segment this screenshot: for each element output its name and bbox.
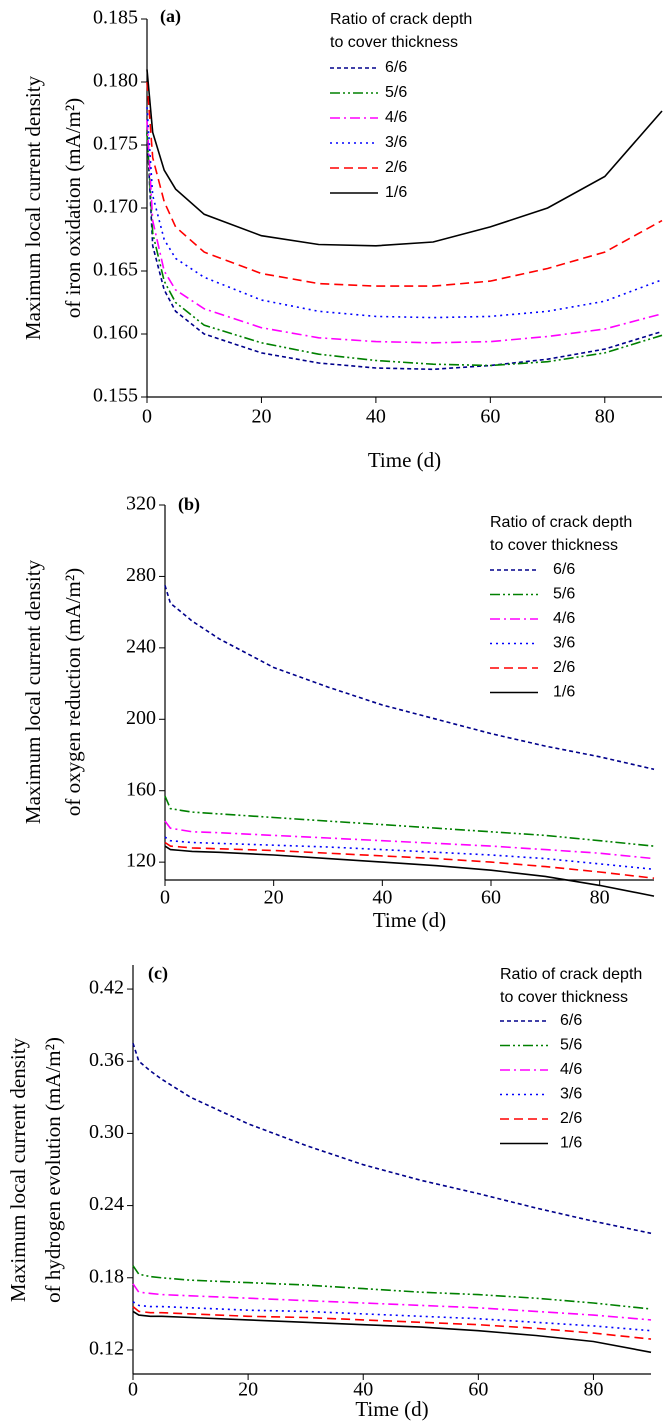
series-line bbox=[132, 1042, 652, 1235]
x-tick-label: 60 bbox=[480, 406, 500, 428]
y-tick-label: 0.155 bbox=[93, 385, 138, 407]
legend-label: 3/6 bbox=[560, 1086, 582, 1103]
x-axis-title: Time (d) bbox=[355, 1397, 428, 1421]
x-tick-label: 80 bbox=[590, 887, 610, 909]
y-tick-label: 0.165 bbox=[93, 259, 138, 281]
legend-label: 2/6 bbox=[553, 659, 575, 676]
panel-label: (c) bbox=[148, 963, 168, 984]
y-tick-label: 320 bbox=[126, 493, 156, 515]
legend-label: 1/6 bbox=[553, 684, 575, 701]
x-tick-label: 0 bbox=[142, 406, 152, 428]
series-line bbox=[164, 795, 655, 847]
series-line bbox=[132, 1310, 652, 1354]
y-axis-title: of hydrogen evolution (mA/m²) bbox=[41, 1037, 65, 1303]
legend-label: 1/6 bbox=[560, 1135, 582, 1152]
y-tick-label: 0.36 bbox=[89, 1049, 124, 1071]
y-tick-label: 0.160 bbox=[93, 322, 138, 344]
series-line bbox=[164, 841, 655, 879]
legend-label: 4/6 bbox=[560, 1061, 582, 1078]
series-line bbox=[132, 1265, 652, 1310]
legend-label: 4/6 bbox=[553, 610, 575, 627]
legend-label: 6/6 bbox=[560, 1012, 582, 1029]
y-tick-label: 0.175 bbox=[93, 133, 138, 155]
legend-label: 5/6 bbox=[560, 1037, 582, 1054]
series-line bbox=[132, 1305, 652, 1340]
legend-label: 2/6 bbox=[560, 1110, 582, 1127]
legend-title: to cover thickness bbox=[330, 34, 458, 51]
legend-label: 5/6 bbox=[385, 84, 407, 101]
legend-label: 4/6 bbox=[385, 109, 407, 126]
series-line bbox=[164, 845, 655, 897]
legend-label: 1/6 bbox=[385, 184, 407, 201]
x-tick-label: 40 bbox=[366, 406, 386, 428]
y-tick-label: 0.170 bbox=[93, 196, 138, 218]
y-tick-label: 0.185 bbox=[93, 7, 138, 29]
x-tick-label: 80 bbox=[583, 1379, 603, 1401]
x-tick-label: 60 bbox=[468, 1379, 488, 1401]
y-tick-label: 120 bbox=[126, 850, 156, 872]
x-tick-label: 40 bbox=[353, 1379, 373, 1401]
series-line bbox=[146, 132, 663, 371]
panel-label: (b) bbox=[178, 494, 200, 515]
legend-label: 5/6 bbox=[553, 586, 575, 603]
series-line bbox=[132, 1283, 652, 1321]
y-axis-title: Maximum local current density bbox=[6, 1037, 30, 1302]
series-line bbox=[146, 107, 663, 319]
series-line bbox=[146, 81, 663, 287]
x-tick-label: 40 bbox=[372, 887, 392, 909]
x-tick-label: 0 bbox=[128, 1379, 138, 1401]
series-line bbox=[164, 585, 655, 771]
legend-label: 6/6 bbox=[385, 59, 407, 76]
y-axis-title: of iron oxidation (mA/m²) bbox=[61, 98, 85, 318]
y-tick-label: 0.18 bbox=[89, 1265, 124, 1287]
series-line bbox=[132, 1301, 652, 1332]
x-tick-label: 80 bbox=[595, 406, 615, 428]
x-tick-label: 20 bbox=[264, 887, 284, 909]
legend-label: 2/6 bbox=[385, 159, 407, 176]
x-axis-title: Time (d) bbox=[368, 448, 441, 472]
x-tick-label: 60 bbox=[481, 887, 501, 909]
y-axis-title: of oxygen reduction (mA/m²) bbox=[61, 568, 85, 816]
x-tick-label: 20 bbox=[238, 1379, 258, 1401]
x-tick-label: 20 bbox=[251, 406, 271, 428]
legend-label: 3/6 bbox=[553, 635, 575, 652]
legend-title: Ratio of crack depth bbox=[490, 514, 632, 531]
y-tick-label: 280 bbox=[126, 564, 156, 586]
y-tick-label: 0.24 bbox=[89, 1193, 124, 1215]
series-line bbox=[164, 820, 655, 860]
legend-label: 3/6 bbox=[385, 134, 407, 151]
series-line bbox=[146, 69, 663, 247]
x-axis-title: Time (d) bbox=[373, 908, 446, 932]
y-tick-label: 240 bbox=[126, 635, 156, 657]
legend-title: to cover thickness bbox=[500, 989, 628, 1006]
series-line bbox=[146, 132, 663, 367]
legend-title: Ratio of crack depth bbox=[500, 966, 642, 983]
y-tick-label: 0.12 bbox=[89, 1338, 124, 1360]
y-axis-title: Maximum local current density bbox=[21, 559, 45, 824]
y-tick-label: 0.30 bbox=[89, 1121, 124, 1143]
series-line bbox=[146, 119, 663, 344]
y-tick-label: 200 bbox=[126, 707, 156, 729]
legend-title: to cover thickness bbox=[490, 537, 618, 554]
y-axis-title: Maximum local current density bbox=[21, 75, 45, 340]
panel-label: (a) bbox=[160, 6, 181, 27]
legend-title: Ratio of crack depth bbox=[330, 11, 472, 28]
y-tick-label: 160 bbox=[126, 778, 156, 800]
x-tick-label: 0 bbox=[160, 887, 170, 909]
legend-label: 6/6 bbox=[553, 561, 575, 578]
y-tick-label: 0.42 bbox=[89, 977, 124, 999]
y-tick-label: 0.180 bbox=[93, 70, 138, 92]
